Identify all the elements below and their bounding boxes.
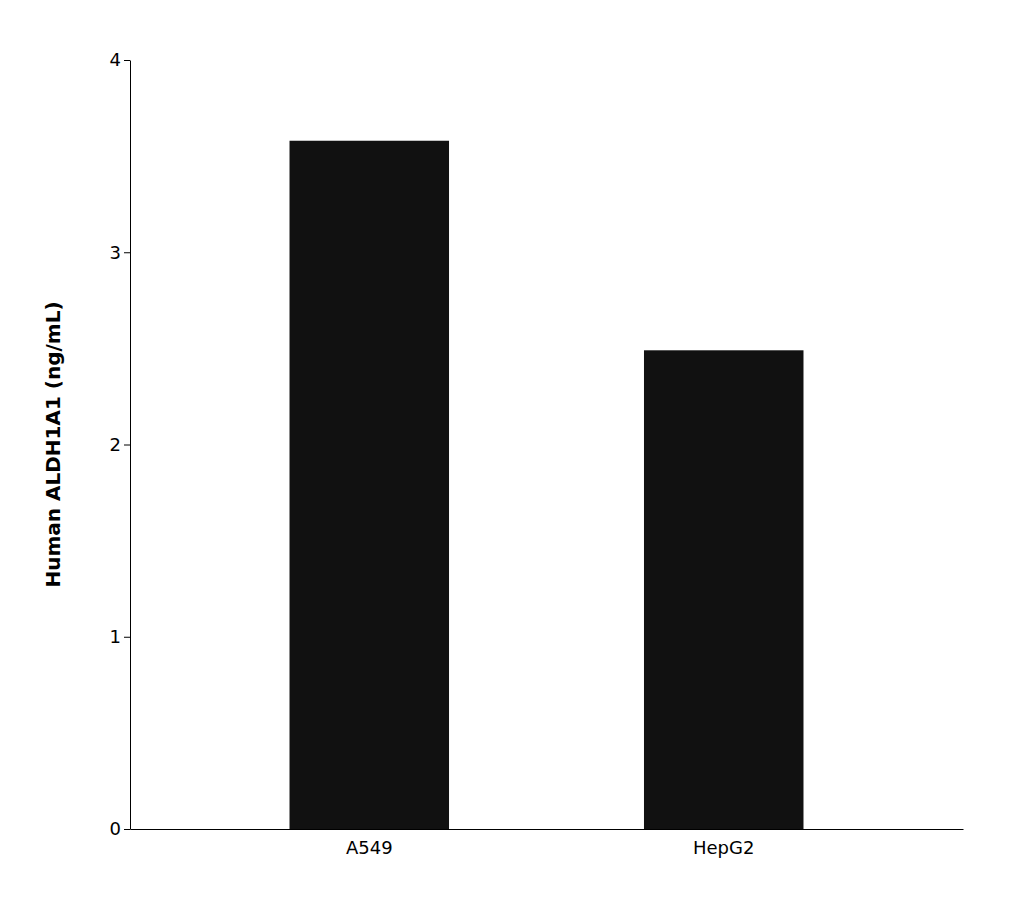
y-axis-title: Human ALDH1A1 (ng/mL) (41, 301, 65, 587)
y-tick-label: 2 (110, 434, 121, 455)
chart: 0 1 2 3 4 A549 HepG2 Human ALDH1A1 (ng/mL) (0, 0, 1023, 909)
y-tick: 0 (110, 818, 130, 839)
y-tick-label: 1 (110, 626, 121, 647)
plot-area: 0 1 2 3 4 A549 HepG2 (110, 49, 964, 858)
y-tick-mark (124, 445, 130, 446)
y-tick-mark (124, 252, 130, 253)
y-tick: 4 (110, 49, 130, 70)
x-tick-label: A549 (346, 837, 393, 858)
x-axis: A549 HepG2 (131, 830, 964, 858)
y-tick: 3 (110, 242, 130, 263)
y-tick-label: 3 (110, 242, 121, 263)
y-tick-label: 4 (110, 49, 121, 70)
y-tick-mark (124, 637, 130, 638)
x-tick: A549 (346, 837, 393, 858)
y-tick: 2 (110, 434, 130, 455)
y-tick: 1 (110, 626, 130, 647)
x-tick-label: HepG2 (693, 837, 754, 858)
y-tick-mark (124, 60, 130, 61)
y-axis: 0 1 2 3 4 (110, 49, 131, 839)
bar (290, 141, 450, 829)
bars (290, 141, 804, 829)
x-axis-line (131, 829, 964, 830)
x-tick: HepG2 (693, 837, 754, 858)
y-tick-label: 0 (110, 818, 121, 839)
y-tick-mark (124, 829, 130, 830)
y-axis-line (130, 61, 131, 830)
bar (644, 350, 804, 829)
